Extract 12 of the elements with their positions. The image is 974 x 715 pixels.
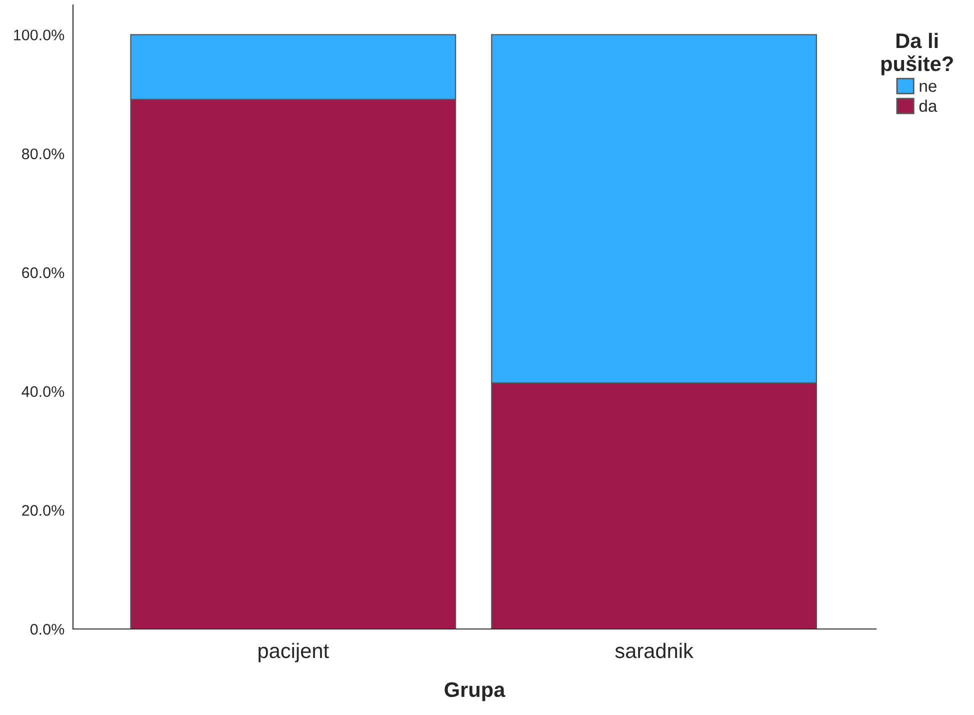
legend-label: da	[919, 100, 938, 112]
x-axis-title: Grupa	[444, 682, 506, 702]
x-tick-label: saradnik	[615, 642, 694, 658]
legend-title: Da li pušite?	[881, 32, 953, 76]
y-tick-label: 40.0%	[22, 386, 64, 397]
legend-label: ne	[920, 82, 936, 92]
y-tick-label: 0.0%	[30, 624, 64, 635]
y-tick-label: 60.0%	[22, 267, 64, 278]
y-tick-label: 80.0%	[22, 148, 64, 160]
y-tick-label: 100.0%	[14, 30, 64, 40]
y-tick-label: 20.0%	[22, 505, 64, 516]
x-tick-label: pacijent	[258, 642, 329, 662]
